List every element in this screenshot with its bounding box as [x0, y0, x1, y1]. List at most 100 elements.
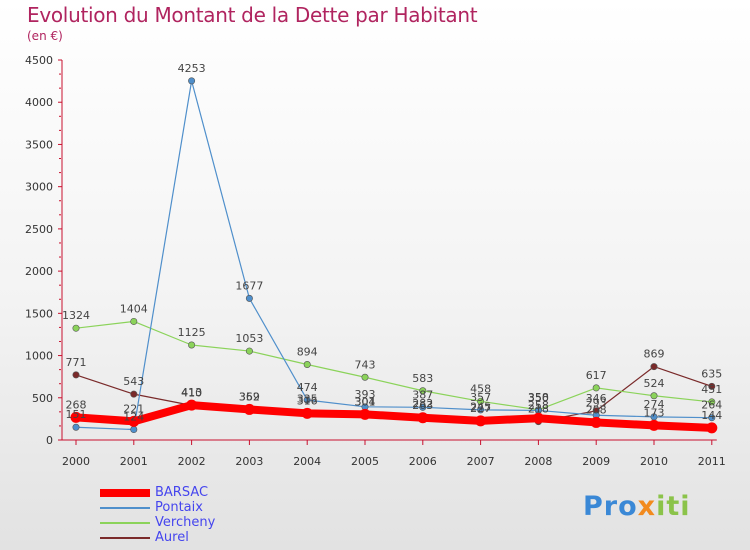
data-point-barsac: [186, 399, 198, 411]
y-tick-label: 1000: [25, 350, 53, 363]
point-value-label: 316: [297, 394, 318, 407]
y-tick-label: 3000: [25, 181, 53, 194]
x-tick-label: 2008: [524, 455, 552, 468]
y-tick-label: 4000: [25, 96, 53, 109]
point-value-label: 743: [355, 358, 376, 371]
point-value-label: 282: [412, 397, 433, 410]
point-value-label: 221: [123, 402, 144, 415]
data-point-vercheny: [245, 347, 253, 355]
x-tick-label: 2000: [62, 455, 90, 468]
x-tick-label: 2010: [640, 455, 668, 468]
point-value-label: 144: [701, 409, 722, 422]
point-value-label: 635: [701, 367, 722, 380]
data-point-vercheny: [361, 373, 369, 381]
data-point-pontaix: [245, 294, 253, 302]
point-value-label: 474: [297, 381, 318, 394]
data-point-vercheny: [72, 324, 80, 332]
y-tick-label: 500: [32, 392, 53, 405]
point-value-label: 1053: [235, 332, 263, 345]
legend-label: Pontaix: [155, 500, 203, 515]
logo-part-3: iti: [656, 491, 691, 522]
data-point-pontaix: [130, 426, 138, 434]
point-value-label: 1125: [178, 326, 206, 339]
point-value-label: 268: [66, 398, 87, 411]
point-value-label: 208: [586, 403, 607, 416]
data-point-vercheny: [650, 392, 658, 400]
point-value-label: 357: [470, 391, 491, 404]
data-point-vercheny: [188, 341, 196, 349]
point-value-label: 227: [470, 402, 491, 415]
point-value-label: 304: [355, 395, 376, 408]
data-point-vercheny: [419, 387, 427, 395]
point-value-label: 583: [412, 372, 433, 385]
point-value-label: 346: [586, 392, 607, 405]
data-point-pontaix: [303, 396, 311, 404]
point-value-label: 350: [528, 391, 549, 404]
point-value-label: 4253: [178, 62, 206, 75]
x-tick-label: 2009: [582, 455, 610, 468]
data-point-barsac: [301, 407, 313, 419]
point-value-label: 173: [644, 406, 665, 419]
x-tick-label: 2003: [235, 455, 263, 468]
point-value-label: 869: [644, 348, 665, 361]
data-point-vercheny: [708, 398, 716, 406]
point-value-label: 245: [470, 400, 491, 413]
data-point-barsac: [475, 415, 487, 427]
point-value-label: 362: [239, 390, 260, 403]
chart-subtitle: (en €): [27, 29, 63, 43]
point-value-label: 293: [586, 396, 607, 409]
point-value-label: 410: [181, 386, 202, 399]
point-value-label: 387: [412, 388, 433, 401]
x-tick-label: 2001: [120, 455, 148, 468]
data-point-barsac: [359, 408, 371, 420]
point-value-label: 274: [644, 398, 665, 411]
point-value-label: 413: [181, 386, 202, 399]
legend-label: Vercheny: [155, 515, 216, 530]
point-value-label: 358: [528, 391, 549, 404]
x-tick-label: 2002: [178, 455, 206, 468]
legend-swatch: [100, 489, 150, 497]
series-line-vercheny: [75, 320, 713, 411]
legend-swatch: [100, 522, 150, 524]
y-tick-label: 3500: [25, 138, 53, 151]
chart-series: [70, 77, 718, 434]
point-value-label: 124: [123, 411, 144, 424]
x-tick-label: 2005: [351, 455, 379, 468]
point-value-label: 617: [586, 369, 607, 382]
x-tick-label: 2007: [467, 455, 495, 468]
chart-title: Evolution du Montant de la Dette par Hab…: [27, 3, 478, 27]
data-point-vercheny: [592, 384, 600, 392]
legend-label: BARSAC: [155, 485, 209, 500]
point-value-label: 263: [412, 399, 433, 412]
x-tick-label: 2004: [293, 455, 321, 468]
point-value-label: 218: [528, 403, 549, 416]
data-point-aurel: [708, 382, 716, 390]
data-point-aurel: [650, 363, 658, 371]
point-value-label: 393: [355, 388, 376, 401]
y-tick-label: 2500: [25, 223, 53, 236]
legend-swatch: [100, 537, 150, 539]
data-point-barsac: [706, 422, 718, 434]
data-point-barsac: [128, 415, 140, 427]
point-value-label: 335: [297, 393, 318, 406]
point-value-label: 359: [239, 391, 260, 404]
data-point-aurel: [72, 371, 80, 379]
data-point-pontaix: [477, 406, 485, 414]
legend-swatch: [100, 507, 150, 509]
data-point-aurel: [130, 390, 138, 398]
proxiti-logo: Proxiti: [583, 491, 691, 522]
point-value-label: 451: [701, 383, 722, 396]
y-tick-label: 2000: [25, 265, 53, 278]
data-point-pontaix: [708, 414, 716, 422]
data-point-vercheny: [303, 361, 311, 369]
x-tick-label: 2011: [698, 455, 726, 468]
y-tick-label: 4500: [25, 54, 53, 67]
x-tick-label: 2006: [409, 455, 437, 468]
point-value-label: 894: [297, 346, 318, 359]
data-point-vercheny: [130, 317, 138, 325]
data-point-pontaix: [188, 77, 196, 85]
series-line-pontaix: [75, 80, 713, 431]
point-value-label: 264: [701, 399, 722, 412]
